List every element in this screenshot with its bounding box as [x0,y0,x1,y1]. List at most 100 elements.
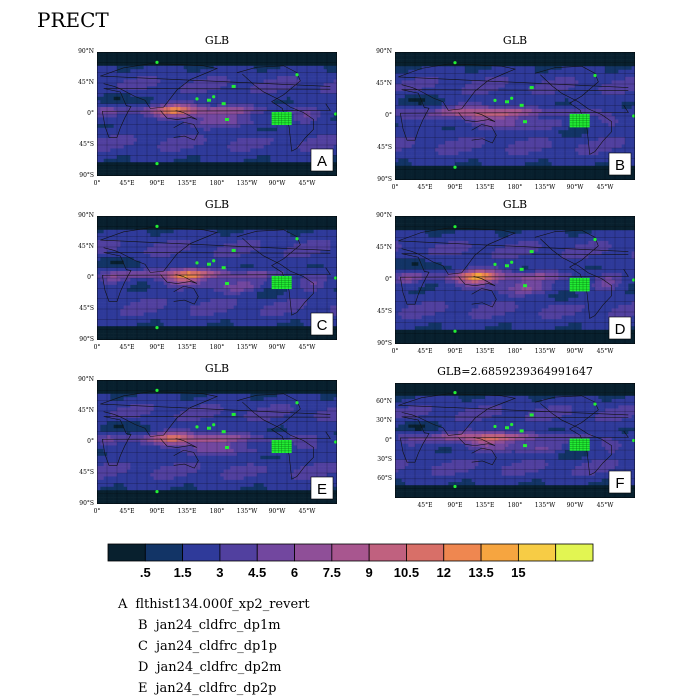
y-tick-label: 30°S [377,455,392,463]
x-tick-label: 45°E [119,180,135,187]
x-tick-label: 135°W [236,180,258,187]
x-tick-label: 180° [507,348,523,355]
x-tick-label: 0° [391,184,399,191]
legend-key: B [138,618,148,633]
y-tick-label: 90°S [377,340,392,347]
x-tick-label: 135°E [177,180,197,187]
precipitation-map: F [395,383,635,498]
x-tick-label: 90°W [566,348,584,355]
legend-text: jan24_cldfrc_dp2m [156,660,282,675]
x-tick-label: 0° [93,508,101,515]
x-tick-label: 45°W [298,508,316,515]
y-tick-label: 90°S [377,176,392,183]
colorbar-swatch [555,543,594,562]
colorbar-tick-label: 13.5 [468,565,494,580]
colorbar-swatch [368,543,407,562]
y-tick-label: 90°N [376,212,392,219]
y-tick-label: 45°S [79,141,94,148]
x-tick-label: 90°W [268,344,286,351]
x-tick-label: 0° [391,348,399,355]
colorbar-tick-label: 9 [365,565,373,580]
colorbar-swatch [256,543,295,562]
y-tick-label: 0° [385,276,392,283]
x-tick-label: 0° [93,180,101,187]
x-tick-label: 0° [93,344,101,351]
y-tick-label: 0° [87,438,94,445]
y-tick-label: 45°N [78,407,94,414]
x-tick-label: 135°W [534,502,556,509]
x-tick-label: 135°W [534,348,556,355]
colorbar-tick-label: 12 [436,565,451,580]
colorbar-swatch [331,543,370,562]
panel-title: GLB [204,198,230,211]
y-tick-label: 45°N [78,79,94,86]
panel-letter-text: D [615,321,626,338]
precipitation-map: D [395,216,635,344]
y-tick-label: 0° [87,110,94,117]
x-tick-label: 45°W [596,502,614,509]
x-tick-label: 135°E [475,348,495,355]
panel-title: GLB [502,34,528,47]
precipitation-map: A [97,52,337,176]
colorbar-tick-label: 6 [290,565,299,580]
x-tick-label: 90°E [149,344,165,351]
colorbar-swatch [443,543,482,562]
y-tick-label: 0° [385,112,392,119]
x-tick-label: 45°W [298,344,316,351]
x-tick-label: 90°E [149,180,165,187]
y-tick-label: 60°S [377,474,392,482]
legend-text: flthist134.000f_xp2_revert [135,597,310,612]
y-tick-label: 60°N [376,398,392,406]
panel-title: GLB [204,34,230,47]
legend-key: C [138,639,148,654]
panel-letter: E [310,476,334,500]
y-tick-label: 0° [385,436,392,444]
panel-letter-text: C [317,317,328,334]
legend-key: E [138,681,148,696]
x-tick-label: 180° [209,344,225,351]
colorbar-tick-label: 3 [216,565,224,580]
y-tick-label: 45°N [376,244,392,251]
panel-letter-text: A [317,153,327,170]
y-tick-label: 45°S [377,144,392,151]
panel-letter: C [310,312,334,336]
x-tick-label: 90°W [566,502,584,509]
precipitation-map: C [97,216,337,340]
x-tick-label: 90°E [447,184,463,191]
panel-title: GLB [502,198,528,211]
x-tick-label: 90°W [268,508,286,515]
x-tick-label: 180° [209,508,225,515]
legend-key: A [118,597,128,612]
panel-title: GLB=2.6859239364991647 [437,365,593,378]
x-tick-label: 135°E [475,184,495,191]
x-tick-label: 45°W [298,180,316,187]
page-title: PRECT [37,8,109,32]
x-tick-label: 45°E [119,344,135,351]
panel-letter: B [608,152,632,176]
y-tick-label: 90°S [79,172,94,179]
y-tick-label: 90°S [79,336,94,343]
x-tick-label: 90°E [149,508,165,515]
precipitation-map: E [97,380,337,504]
colorbar-swatch [144,543,184,562]
colorbar-tick-label: 4.5 [248,565,267,580]
x-tick-label: 45°W [596,348,614,355]
x-tick-label: 135°W [236,344,258,351]
colorbar-bar [107,543,594,562]
x-tick-label: 135°E [475,502,495,509]
x-tick-label: 90°W [268,180,286,187]
panel-letter: A [310,148,334,172]
y-tick-label: 90°S [79,500,94,507]
y-tick-label: 45°N [78,243,94,250]
x-tick-label: 135°E [177,508,197,515]
x-tick-label: 45°E [417,502,433,509]
colorbar-tick-label: 1.5 [173,565,192,580]
colorbar-swatch [107,543,146,562]
y-tick-label: 90°N [78,48,94,55]
y-tick-label: 45°S [377,308,392,315]
x-tick-label: 135°E [177,344,197,351]
x-tick-label: 45°E [417,184,433,191]
